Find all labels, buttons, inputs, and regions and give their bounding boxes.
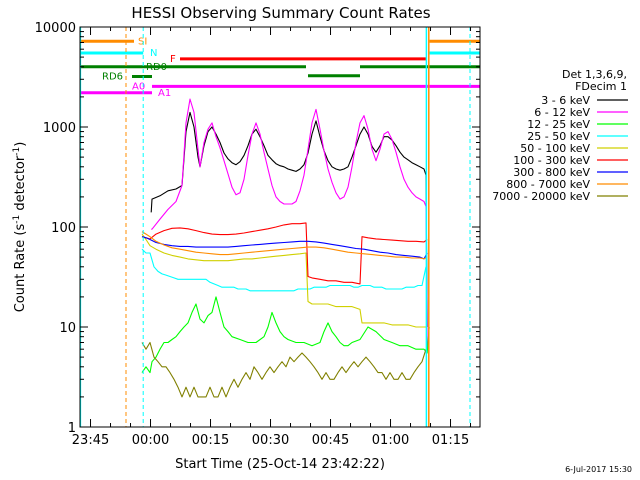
flag-label-rd6: RD6: [102, 71, 123, 82]
flag-label-a1: A1: [158, 88, 171, 99]
legend-label-50-100-kev: 50 - 100 keV: [520, 142, 590, 155]
flag-label-si: SI: [138, 36, 147, 47]
legend-label-3-6-kev: 3 - 6 keV: [541, 94, 590, 107]
chart-title: HESSI Observing Summary Count Rates: [131, 4, 430, 22]
x-tick-label-0: 23:45: [72, 433, 109, 448]
series-line-25-50-kev: [141, 248, 427, 292]
x-tick-label-6: 01:15: [432, 433, 469, 448]
x-tick-label-5: 01:00: [372, 433, 409, 448]
x-axis-label: Start Time (25-Oct-14 23:42:22): [175, 457, 385, 472]
series-line-300-800-kev: [141, 236, 428, 260]
series-line-6-12-kev: [151, 98, 428, 350]
legend-label-300-800-kev: 300 - 800 keV: [513, 166, 590, 179]
legend-label-25-50-kev: 25 - 50 keV: [527, 130, 590, 143]
y-tick-label-3: 1000: [43, 121, 76, 136]
legend-label-7000-20000-kev: 7000 - 20000 keV: [492, 190, 590, 203]
series-line-12-25-kev: [141, 296, 430, 374]
series-layer: [141, 98, 430, 398]
x-tick-label-1: 00:00: [132, 433, 169, 448]
flag-label-rd0: RD0: [146, 62, 167, 73]
y-tick-label-2: 100: [51, 221, 76, 236]
flag-label-n: N: [150, 48, 157, 59]
y-tick-label-4: 10000: [35, 21, 76, 36]
series-line-3-6-kev: [150, 111, 428, 328]
series-line-100-300-kev: [141, 222, 428, 285]
series-line-50-100-kev: [141, 233, 428, 328]
y-tick-label-1: 10: [59, 321, 76, 336]
legend-label-6-12-kev: 6 - 12 keV: [534, 106, 590, 119]
x-tick-label-4: 00:45: [312, 433, 349, 448]
axis-layer: 23:45 00:00 00:15 00:30 00:45 01:00 01:15 1 10 10…: [35, 21, 480, 448]
legend-label-12-25-kev: 12 - 25 keV: [527, 118, 590, 131]
legend-label-100-300-kev: 100 - 300 keV: [513, 154, 590, 167]
legend-header-detectors: Det 1,3,6,9,: [562, 68, 627, 81]
legend-label-800-7000-kev: 800 - 7000 keV: [506, 178, 590, 191]
x-tick-label-3: 00:30: [252, 433, 289, 448]
legend-header-decimation: FDecim 1: [575, 80, 627, 93]
series-line-7000-20000-kev: [141, 341, 427, 398]
footer-date: 6-Jul-2017 15:30: [565, 465, 632, 474]
flag-label-f: F: [170, 54, 176, 65]
y-tick-label-0: 1: [68, 421, 76, 436]
y-axis-label: Count Rate (s-1 detector-1): [12, 142, 28, 313]
flag-label-a0: A0: [132, 81, 145, 92]
x-tick-label-2: 00:15: [192, 433, 229, 448]
series-line-800-7000-kev: [141, 231, 428, 260]
